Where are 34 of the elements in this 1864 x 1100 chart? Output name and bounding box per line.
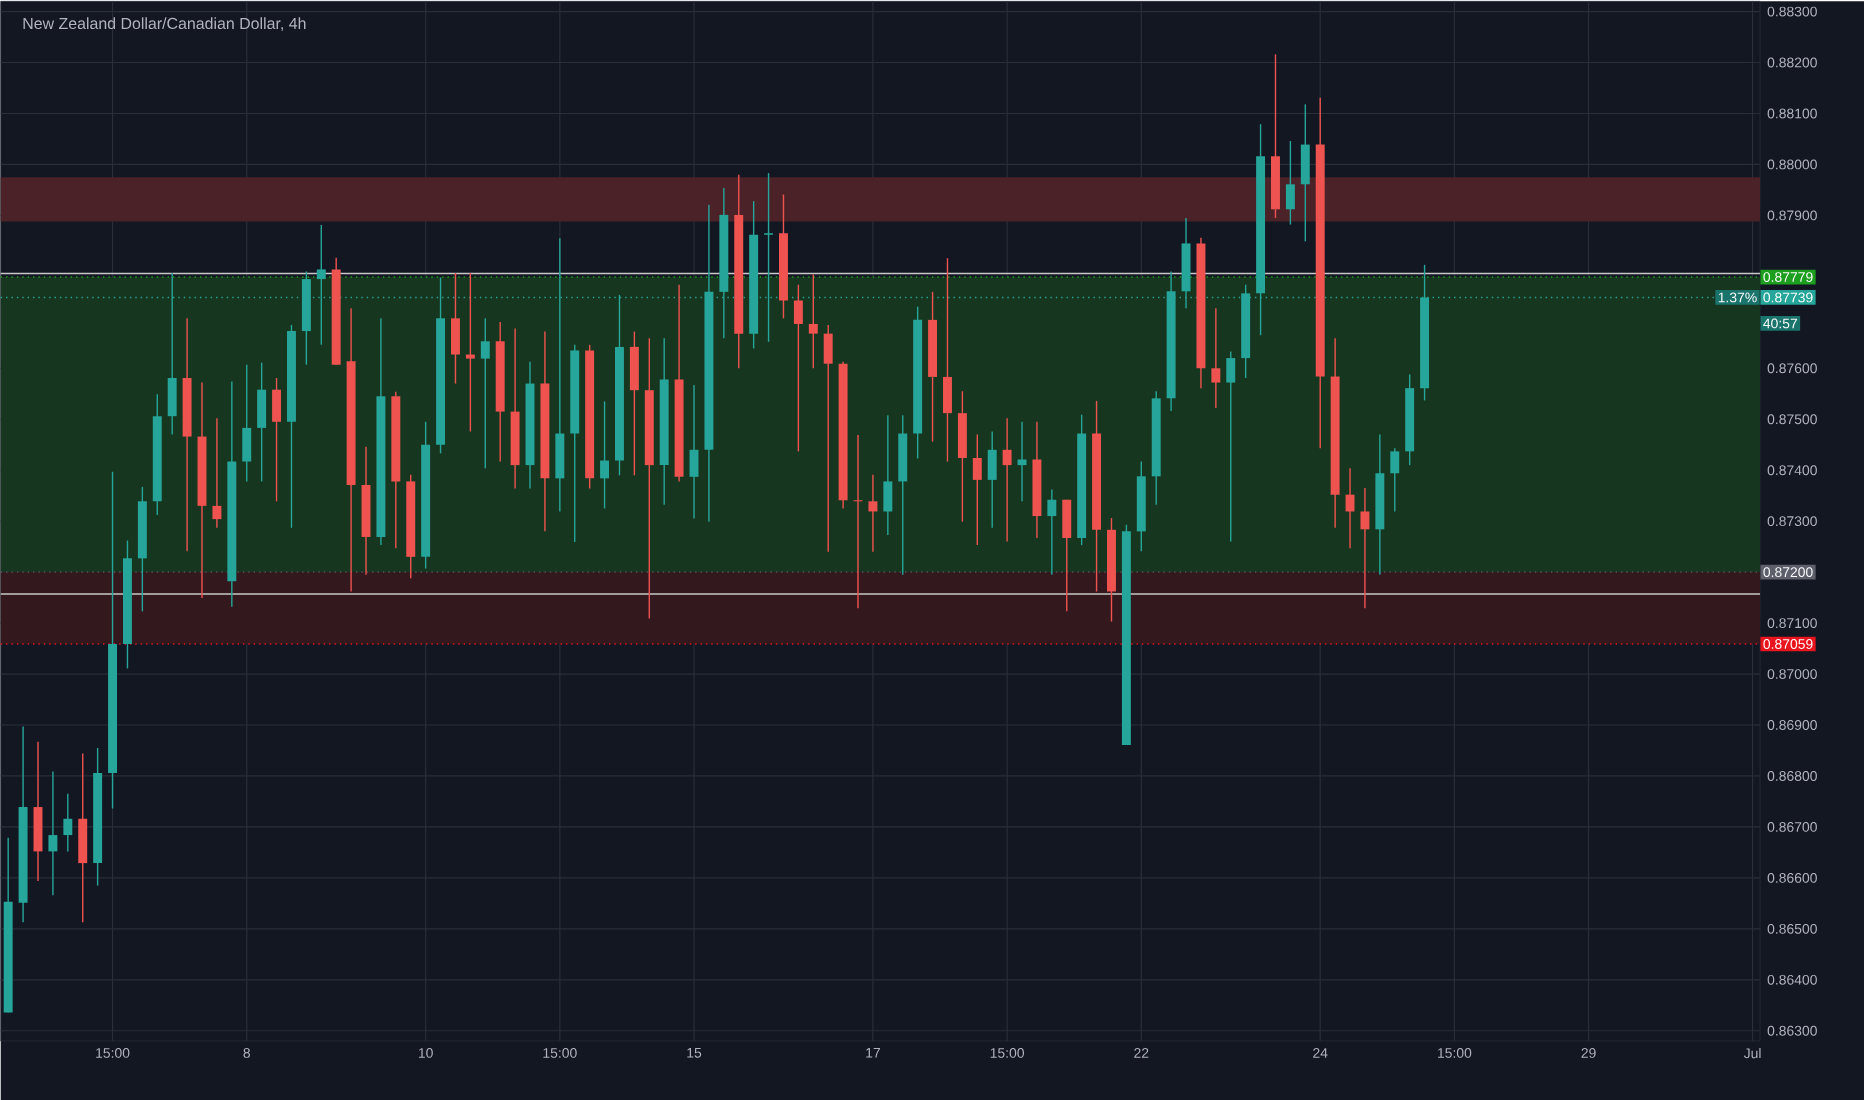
candlestick xyxy=(868,473,878,552)
candlestick xyxy=(823,323,833,552)
candlestick xyxy=(883,414,893,536)
candlestick xyxy=(212,417,222,529)
candlestick xyxy=(465,271,475,432)
candlestick xyxy=(48,770,58,896)
candlestick xyxy=(272,376,282,502)
candlestick xyxy=(600,400,610,509)
candlestick xyxy=(1300,103,1310,242)
candlestick xyxy=(987,430,997,529)
candlestick xyxy=(63,792,73,852)
candlestick xyxy=(1047,488,1057,575)
candlestick xyxy=(1390,447,1400,512)
candlestick xyxy=(957,390,967,522)
candlestick xyxy=(808,273,818,369)
candlestick xyxy=(1211,306,1221,409)
candlestick xyxy=(972,433,982,546)
candlestick xyxy=(1002,417,1012,542)
candlestick xyxy=(1360,486,1370,609)
candlestick xyxy=(1062,498,1072,612)
candlestick xyxy=(1345,466,1355,549)
candlestick xyxy=(898,414,908,575)
candlestick xyxy=(316,223,326,346)
candlestick xyxy=(450,271,460,384)
candlestick xyxy=(629,330,639,476)
candlestick xyxy=(1285,139,1295,225)
candlestick xyxy=(78,752,88,923)
candlestick xyxy=(793,283,803,452)
candlestick xyxy=(764,171,774,343)
candlestick xyxy=(257,361,267,482)
candlestick xyxy=(242,363,252,482)
candlestick xyxy=(480,317,490,469)
candlestick xyxy=(943,257,952,462)
candlestick xyxy=(1226,350,1236,542)
